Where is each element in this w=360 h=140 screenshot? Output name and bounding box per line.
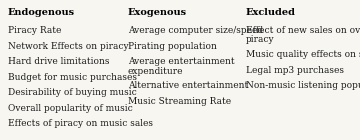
Text: Piracy Rate: Piracy Rate <box>8 26 61 35</box>
Text: piracy: piracy <box>246 36 275 45</box>
Text: Music Streaming Rate: Music Streaming Rate <box>128 96 231 106</box>
Text: Pirating population: Pirating population <box>128 41 217 51</box>
Text: Average entertainment: Average entertainment <box>128 57 235 66</box>
Text: Excluded: Excluded <box>246 8 296 17</box>
Text: Budget for music purchases: Budget for music purchases <box>8 73 137 81</box>
Text: Overall popularity of music: Overall popularity of music <box>8 103 133 113</box>
Text: Endogenous: Endogenous <box>8 8 75 17</box>
Text: Average computer size/speed: Average computer size/speed <box>128 26 263 35</box>
Text: Alternative entertainment: Alternative entertainment <box>128 81 248 90</box>
Text: Effects of piracy on music sales: Effects of piracy on music sales <box>8 119 153 128</box>
Text: Music quality effects on sales: Music quality effects on sales <box>246 50 360 59</box>
Text: Hard drive limitations: Hard drive limitations <box>8 57 109 66</box>
Text: Desirability of buying music: Desirability of buying music <box>8 88 137 97</box>
Text: Effect of new sales on overall: Effect of new sales on overall <box>246 26 360 35</box>
Text: Network Effects on piracy: Network Effects on piracy <box>8 41 129 51</box>
Text: expenditure: expenditure <box>128 66 184 75</box>
Text: Exogenous: Exogenous <box>128 8 187 17</box>
Text: Non-music listening population: Non-music listening population <box>246 81 360 90</box>
Text: Legal mp3 purchases: Legal mp3 purchases <box>246 66 344 74</box>
